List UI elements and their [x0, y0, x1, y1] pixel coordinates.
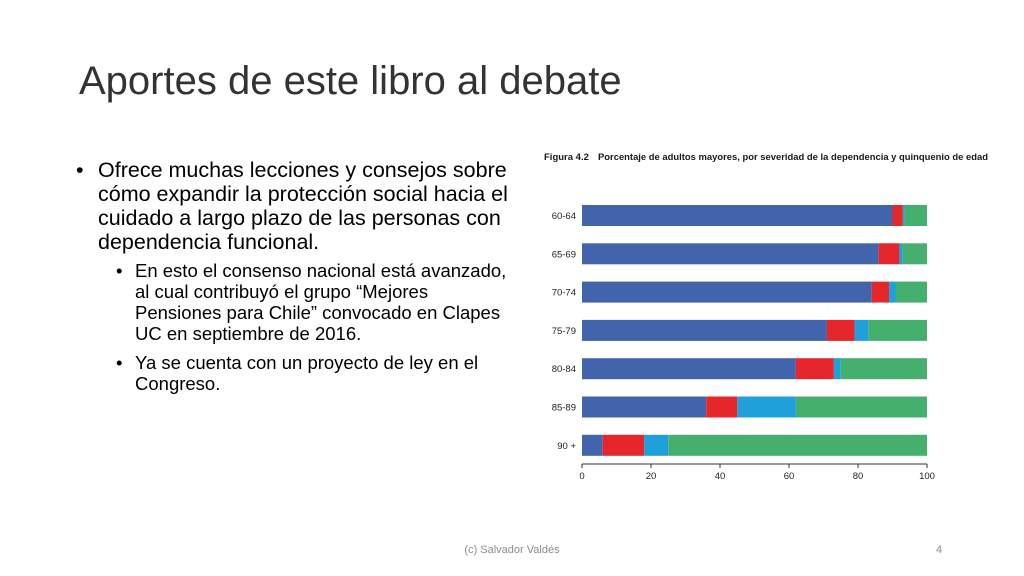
- bar-segment-3: [668, 434, 927, 456]
- bar-segment-1: [871, 281, 890, 303]
- bar-segment-2: [644, 434, 669, 456]
- bar-segment-2: [854, 319, 869, 341]
- bar-segment-1: [706, 396, 738, 418]
- slide-body: • Ofrece muchas lecciones y consejos sob…: [76, 158, 516, 402]
- bullet-dot-icon: •: [116, 260, 123, 281]
- figure-label: Figura 4.2: [544, 152, 589, 163]
- sub-bullet-text: En esto el consenso nacional está avanza…: [135, 260, 507, 344]
- bar-segment-2: [833, 358, 841, 380]
- bar-segment-1: [892, 205, 903, 226]
- bullet-item: • Ofrece muchas lecciones y consejos sob…: [76, 158, 516, 254]
- bar-segment-0: [582, 396, 707, 418]
- category-label: 85-89: [552, 403, 576, 414]
- x-axis-group: 0 20 40 60 80 100: [579, 463, 935, 482]
- chart-figure: Figura 4.2 Porcentaje de adultos mayores…: [540, 146, 1000, 496]
- sub-bullet-item: • En esto el consenso nacional está avan…: [76, 260, 516, 344]
- bar-segment-3: [795, 396, 927, 418]
- bar-segment-0: [582, 281, 872, 303]
- x-tick-label: 20: [646, 471, 657, 482]
- category-label: 75-79: [552, 326, 576, 337]
- bar-segment-0: [582, 243, 879, 265]
- category-labels-group: 60-64 65-69 70-74 75-79 80-84 85-89 90 +: [552, 211, 577, 452]
- footer-text: (c) Salvador Valdés: [464, 544, 560, 556]
- category-label: 80-84: [552, 364, 576, 375]
- sub-bullet-item: • Ya se cuenta con un proyecto de ley en…: [76, 352, 516, 394]
- bullet-dot-icon: •: [76, 158, 84, 182]
- category-label: 65-69: [552, 249, 576, 260]
- bullet-text: Ofrece muchas lecciones y consejos sobre…: [98, 158, 508, 254]
- bar-segment-0: [582, 319, 827, 341]
- bar-segment-2: [902, 205, 905, 226]
- category-label: 70-74: [552, 288, 576, 299]
- sub-bullet-text: Ya se cuenta con un proyecto de ley en e…: [135, 352, 479, 394]
- bar-segment-3: [895, 281, 927, 303]
- bar-segment-2: [737, 396, 796, 418]
- category-label: 60-64: [552, 211, 576, 222]
- stacked-bar-chart: Figura 4.2 Porcentaje de adultos mayores…: [544, 152, 988, 482]
- bar-segment-3: [902, 243, 927, 265]
- bar-segment-3: [868, 319, 927, 341]
- x-tick-label: 0: [579, 471, 584, 482]
- x-tick-label: 40: [715, 471, 726, 482]
- page-number: 4: [936, 544, 943, 556]
- bar-segment-2: [899, 243, 903, 265]
- category-label: 90 +: [557, 441, 576, 452]
- x-tick-label: 100: [919, 471, 935, 482]
- bar-segment-3: [904, 205, 927, 226]
- bar-segment-1: [602, 434, 645, 456]
- slide-title: Aportes de este libro al debate: [79, 59, 622, 103]
- bar-segment-1: [795, 358, 834, 380]
- x-tick-label: 60: [784, 471, 795, 482]
- bar-segment-0: [582, 434, 603, 456]
- x-tick-label: 80: [853, 471, 864, 482]
- bar-segment-3: [840, 358, 927, 380]
- bar-segment-2: [889, 281, 896, 303]
- bars-group: [582, 205, 927, 456]
- bullet-dot-icon: •: [116, 352, 123, 373]
- bar-segment-1: [826, 319, 855, 341]
- bar-segment-1: [878, 243, 900, 265]
- bar-segment-0: [582, 205, 893, 226]
- bar-segment-0: [582, 358, 796, 380]
- chart-title: Porcentaje de adultos mayores, por sever…: [598, 152, 988, 162]
